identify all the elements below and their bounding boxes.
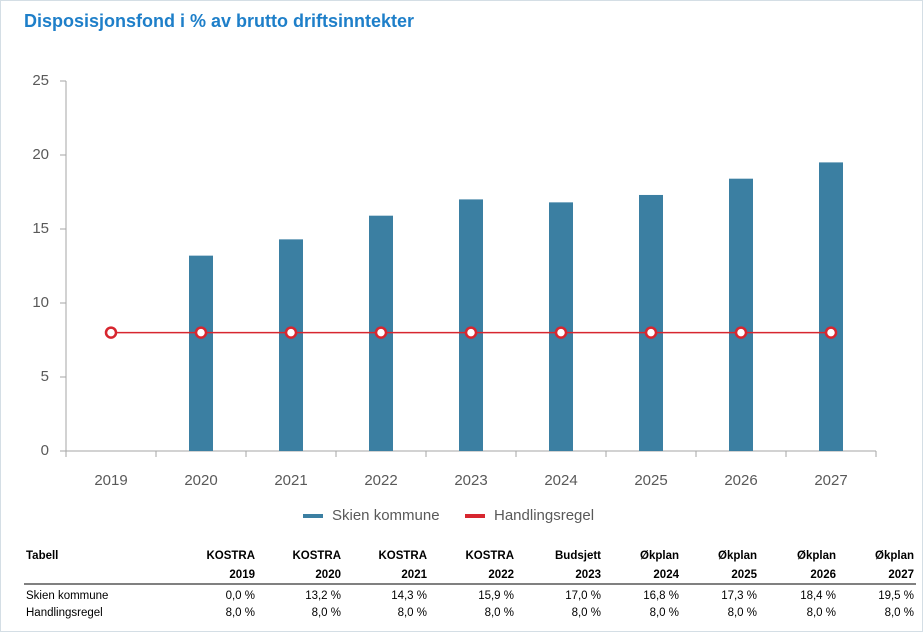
chart-title: Disposisjonsfond i % av brutto driftsinn…: [24, 11, 414, 31]
table-cell: 8,0 %: [885, 607, 914, 619]
table-cell: 8,0 %: [650, 607, 679, 619]
x-tick-label: 2027: [814, 472, 847, 489]
bar: [189, 255, 213, 451]
table-cell: 8,0 %: [312, 607, 341, 619]
bar: [639, 194, 663, 451]
table-cell: 8,0 %: [728, 607, 757, 619]
y-tick-label: 20: [32, 146, 49, 163]
table-header: Økplan: [797, 550, 836, 562]
table-header: Økplan: [640, 550, 679, 562]
table-cell: Handlingsregel: [26, 607, 103, 619]
y-tick-label: 0: [41, 442, 49, 459]
table-cell: 8,0 %: [398, 607, 427, 619]
table-header: KOSTRA: [206, 550, 255, 562]
bar: [279, 239, 303, 451]
table-cell: 19,5 %: [878, 590, 914, 602]
table-header: 2022: [488, 569, 514, 581]
y-tick-label: 10: [32, 294, 49, 311]
table-cell: 17,0 %: [565, 590, 601, 602]
y-tick-label: 15: [32, 220, 49, 237]
table-cell: Skien kommune: [26, 590, 108, 602]
table-header: 2024: [653, 569, 679, 581]
table-cell: 15,9 %: [478, 590, 514, 602]
table-header: Økplan: [718, 550, 757, 562]
table-cell: 17,3 %: [721, 590, 757, 602]
y-tick-label: 25: [32, 72, 49, 89]
table-header: Tabell: [26, 550, 58, 562]
line-marker: [824, 326, 838, 339]
table-header: 2020: [315, 569, 341, 581]
legend-label: Skien kommune: [332, 507, 440, 524]
line-marker: [734, 326, 748, 339]
x-tick-label: 2024: [544, 472, 577, 489]
x-tick-label: 2026: [724, 472, 757, 489]
bar: [729, 178, 753, 451]
x-tick-label: 2019: [94, 472, 127, 489]
table-cell: 8,0 %: [572, 607, 601, 619]
table-header: 2019: [229, 569, 255, 581]
table-header: KOSTRA: [378, 550, 427, 562]
line-marker: [284, 326, 298, 339]
table-header: Budsjett: [555, 550, 601, 562]
line-marker: [554, 326, 568, 339]
line-marker: [374, 326, 388, 339]
table-cell: 0,0 %: [226, 590, 255, 602]
line-marker: [464, 326, 478, 339]
table-cell: 14,3 %: [391, 590, 427, 602]
x-tick-label: 2021: [274, 472, 307, 489]
table-header: 2021: [401, 569, 427, 581]
x-tick-label: 2020: [184, 472, 217, 489]
line-marker: [194, 326, 208, 339]
line-marker: [644, 326, 658, 339]
x-tick-label: 2022: [364, 472, 397, 489]
x-tick-label: 2023: [454, 472, 487, 489]
table-cell: 8,0 %: [807, 607, 836, 619]
table-header: Økplan: [875, 550, 914, 562]
table-cell: 8,0 %: [226, 607, 255, 619]
line-marker: [104, 326, 118, 339]
bar: [459, 199, 483, 451]
table-cell: 8,0 %: [485, 607, 514, 619]
table-header: 2025: [731, 569, 757, 581]
legend-label: Handlingsregel: [494, 507, 594, 524]
table-header: KOSTRA: [292, 550, 341, 562]
bar: [819, 162, 843, 451]
y-tick-label: 5: [41, 368, 49, 385]
table-cell: 18,4 %: [800, 590, 836, 602]
table-header: 2027: [888, 569, 914, 581]
table-cell: 13,2 %: [305, 590, 341, 602]
table-header: KOSTRA: [465, 550, 514, 562]
x-tick-label: 2025: [634, 472, 667, 489]
table-cell: 16,8 %: [643, 590, 679, 602]
table-header: 2026: [810, 569, 836, 581]
table-header: 2023: [575, 569, 601, 581]
